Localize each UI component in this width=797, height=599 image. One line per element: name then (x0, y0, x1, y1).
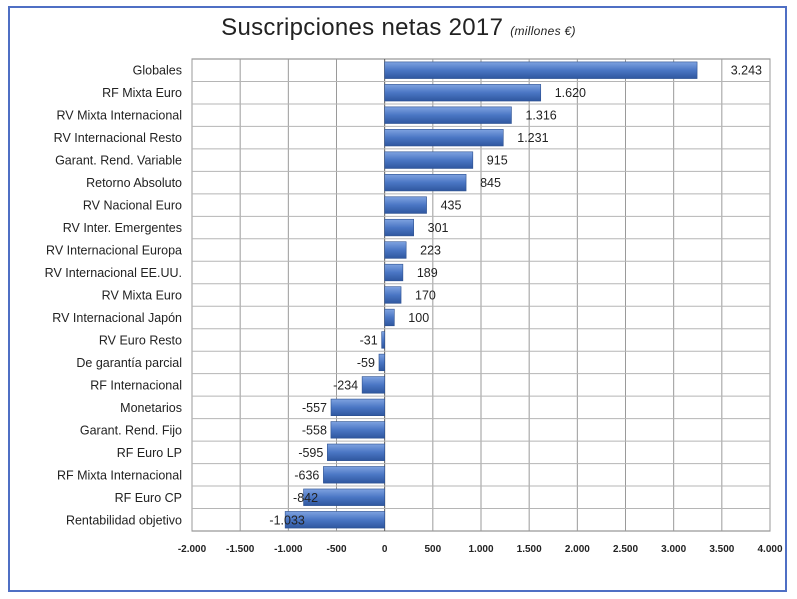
value-label: 1.316 (525, 109, 556, 123)
bar (384, 129, 504, 147)
bar (330, 421, 385, 439)
x-axis-ticks: -2.000 -1.500 -1.000 -500 0 500 1.000 1.500 2.00… (178, 544, 783, 555)
value-label: 915 (487, 154, 508, 168)
category-label: RV Mixta Euro (102, 289, 182, 303)
category-label: Retorno Absoluto (86, 176, 182, 190)
value-label: 100 (408, 311, 429, 325)
category-label: RV Internacional Japón (52, 311, 182, 325)
category-label: Globales (133, 64, 182, 78)
category-label: Garant. Rend. Variable (55, 154, 182, 168)
value-label: 189 (417, 266, 438, 280)
value-label: -31 (360, 333, 378, 347)
category-label: Rentabilidad objetivo (66, 513, 182, 527)
value-label: -842 (293, 491, 318, 505)
bar (384, 174, 467, 192)
value-label: 301 (428, 221, 449, 235)
category-label: De garantía parcial (76, 356, 182, 370)
x-tick-label: -2.000 (178, 544, 207, 555)
value-label: -234 (333, 378, 358, 392)
value-label: -1.033 (269, 513, 304, 527)
category-label: RF Mixta Euro (102, 86, 182, 100)
chart-title-text: Suscripciones netas 2017 (221, 14, 504, 41)
category-labels: Globales RF Mixta Euro RV Mixta Internacio… (45, 64, 182, 528)
category-label: RV Internacional Resto (54, 131, 182, 145)
category-label: RV Internacional Europa (46, 244, 182, 258)
category-label: RF Internacional (90, 378, 182, 392)
bar (323, 466, 385, 484)
bar (327, 443, 385, 461)
value-label: 3.243 (731, 64, 762, 78)
x-tick-label: 4.000 (757, 544, 782, 555)
category-label: RF Euro LP (117, 446, 182, 460)
value-label: -558 (302, 423, 327, 437)
x-tick-label: 1.500 (517, 544, 542, 555)
value-label: 170 (415, 289, 436, 303)
bar (384, 308, 395, 327)
bar (284, 511, 385, 529)
x-tick-label: -500 (326, 544, 346, 555)
x-tick-label: 1.000 (468, 544, 493, 555)
category-label: RV Nacional Euro (83, 199, 182, 213)
x-tick-label: 0 (382, 544, 388, 555)
bar (378, 353, 385, 372)
category-label: Monetarios (120, 401, 182, 415)
x-tick-label: -1.000 (274, 544, 303, 555)
x-tick-label: 2.500 (613, 544, 638, 555)
x-tick-label: 3.500 (709, 544, 734, 555)
value-label: -557 (302, 401, 327, 415)
bar (384, 196, 427, 214)
value-labels: 3.243 1.620 1.316 1.231 915 845 435 301 223 189 17… (269, 64, 762, 528)
value-label: -595 (298, 446, 323, 460)
bar (384, 263, 404, 282)
category-label: RF Euro CP (115, 491, 182, 505)
bar (330, 398, 385, 416)
bar (384, 218, 414, 237)
bar (384, 286, 402, 304)
bar (361, 376, 385, 394)
bar (303, 488, 385, 506)
value-label: 1.620 (555, 86, 586, 100)
category-label: RV Mixta Internacional (56, 109, 182, 123)
bar (381, 331, 385, 349)
bars (284, 61, 698, 529)
chart-title: Suscripciones netas 2017 (millones €) (0, 14, 797, 42)
x-tick-label: 500 (424, 544, 441, 555)
bar (384, 241, 407, 259)
value-label: 1.231 (517, 131, 548, 145)
value-label: -636 (294, 468, 319, 482)
category-label: RF Mixta Internacional (57, 468, 182, 482)
value-label: 223 (420, 244, 441, 258)
value-label: 435 (441, 199, 462, 213)
category-label: Garant. Rend. Fijo (80, 423, 182, 437)
x-tick-label: 2.000 (565, 544, 590, 555)
bar (384, 151, 474, 169)
bar (384, 106, 512, 124)
value-label: 845 (480, 176, 501, 190)
bar (384, 84, 542, 102)
category-label: RV Internacional EE.UU. (45, 266, 182, 280)
x-tick-label: 3.000 (661, 544, 686, 555)
chart-subtitle: (millones €) (510, 24, 576, 38)
bar (384, 61, 698, 79)
value-label: -59 (357, 356, 375, 370)
category-label: RV Inter. Emergentes (63, 221, 182, 235)
category-label: RV Euro Resto (99, 333, 182, 347)
x-tick-label: -1.500 (226, 544, 255, 555)
